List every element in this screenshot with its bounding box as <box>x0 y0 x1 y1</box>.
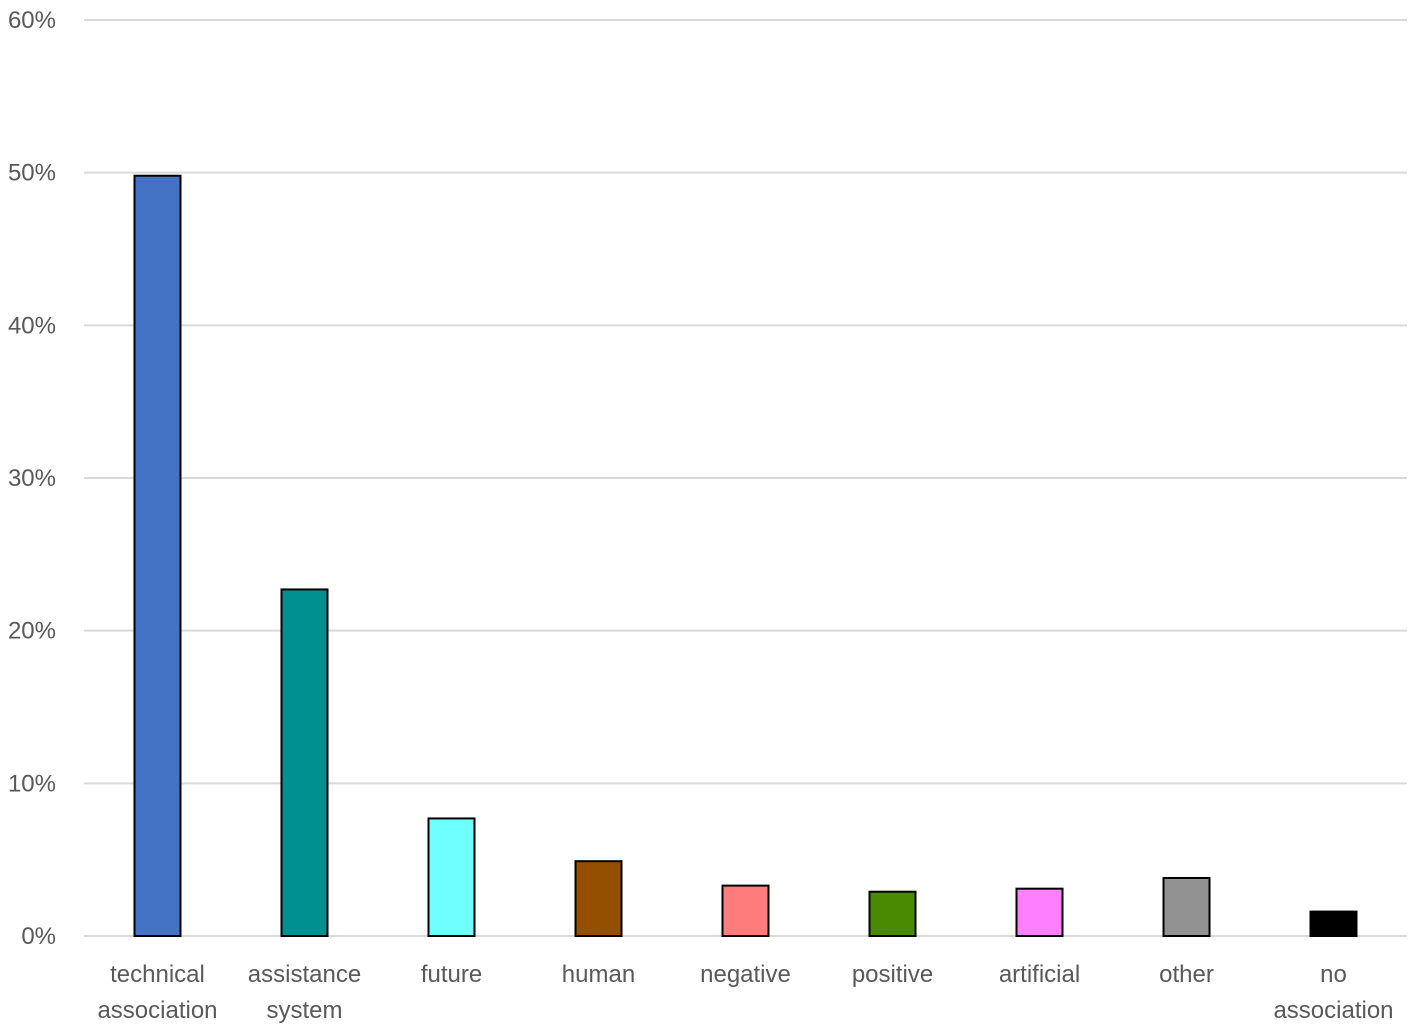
bar-assistance-system <box>280 588 329 937</box>
category-label: association <box>97 997 217 1024</box>
category-label: negative <box>700 961 791 988</box>
y-tick-label: 30% <box>8 465 56 492</box>
y-tick-label: 40% <box>8 312 56 339</box>
category-label: system <box>266 997 342 1024</box>
y-axis-tick-labels: 0% 10% 20% 30% 40% 50% 60% <box>8 7 56 950</box>
category-label: other <box>1159 961 1214 988</box>
y-tick-label: 60% <box>8 7 56 34</box>
bar-no-association <box>1309 910 1358 937</box>
category-label: artificial <box>999 961 1080 988</box>
category-label: technical <box>110 961 205 988</box>
bar-positive <box>868 890 917 938</box>
category-label: assistance <box>248 961 361 988</box>
bar-artificial <box>1015 887 1064 938</box>
bar-other <box>1162 876 1211 938</box>
category-label: future <box>421 961 482 988</box>
bar-human <box>574 860 623 938</box>
bar-technical-association <box>133 174 182 938</box>
category-label: positive <box>852 961 933 988</box>
category-label: association <box>1273 997 1393 1024</box>
y-tick-label: 50% <box>8 160 56 187</box>
bar-future <box>427 817 476 937</box>
y-tick-label: 20% <box>8 618 56 645</box>
category-label: no <box>1320 961 1347 988</box>
y-tick-label: 10% <box>8 770 56 797</box>
bar-negative <box>721 884 770 937</box>
y-tick-label: 0% <box>21 923 56 950</box>
x-axis-category-labels: technical association assistance system futu… <box>97 961 1393 1024</box>
bars <box>133 174 1358 938</box>
category-label: human <box>562 961 635 988</box>
